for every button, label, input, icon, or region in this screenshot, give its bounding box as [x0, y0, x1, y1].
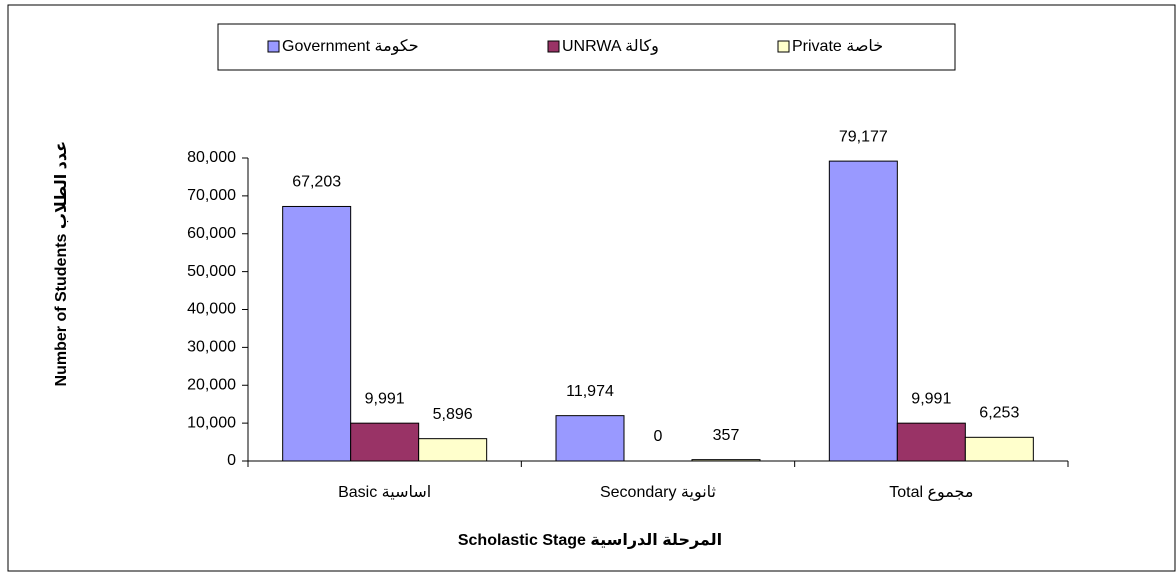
- value-label: 0: [654, 428, 663, 445]
- legend-box: [217, 23, 956, 71]
- x-tick-label: Basic اساسية: [338, 484, 431, 501]
- y-tick-label: 80,000: [187, 149, 236, 166]
- y-tick-label: 40,000: [187, 301, 236, 318]
- value-label: 5,896: [433, 406, 473, 423]
- y-tick-label: 50,000: [187, 263, 236, 280]
- bar: [418, 438, 488, 462]
- y-tick-label: 70,000: [187, 187, 236, 204]
- legend-label: UNRWA وكالة: [562, 38, 659, 56]
- y-axis-label: Number of Students: [53, 233, 70, 386]
- bar: [282, 205, 352, 462]
- bar: [350, 422, 420, 462]
- value-label: 6,253: [979, 405, 1019, 422]
- bar: [896, 422, 966, 462]
- legend-swatch: [547, 40, 560, 53]
- legend-swatch: [777, 40, 790, 53]
- y-tick-label: 20,000: [187, 376, 236, 393]
- y-tick-label: 30,000: [187, 339, 236, 356]
- value-label: 357: [713, 427, 740, 444]
- value-label: 9,991: [365, 390, 405, 407]
- y-tick-label: 10,000: [187, 414, 236, 431]
- y-tick-label: 60,000: [187, 225, 236, 242]
- chart-border: [7, 4, 1176, 572]
- x-axis-label: Scholastic Stage المرحلة الدراسية: [458, 532, 722, 549]
- value-label: 79,177: [839, 128, 888, 145]
- value-label: 9,991: [911, 390, 951, 407]
- legend-label: Government حكومة: [282, 38, 419, 56]
- bar: [828, 160, 898, 462]
- y-axis-label-arabic: عدد الطلاب: [53, 141, 70, 229]
- x-tick-label: Total مجموع: [889, 484, 973, 502]
- value-label: 67,203: [292, 174, 341, 191]
- legend-swatch: [267, 40, 280, 53]
- bar: [691, 459, 761, 462]
- bar: [555, 415, 625, 462]
- bar: [964, 436, 1034, 462]
- value-label: 11,974: [566, 383, 614, 400]
- y-tick-label: 0: [227, 452, 236, 469]
- x-tick-label: Secondary ثانوية: [600, 484, 716, 502]
- legend-label: Private خاصة: [792, 38, 883, 55]
